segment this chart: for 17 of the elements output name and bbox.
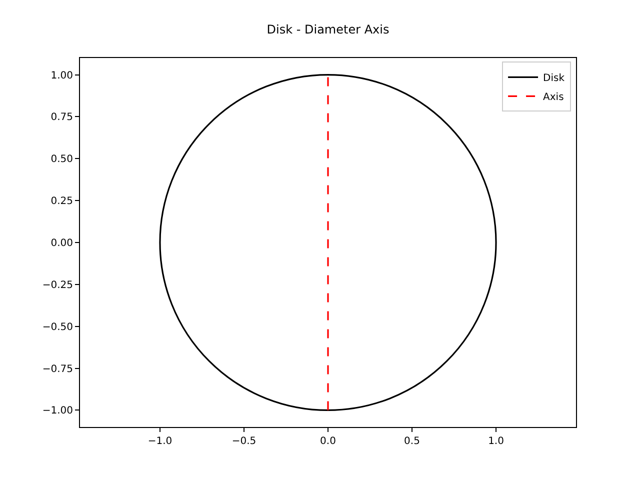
- legend-label: Axis: [543, 92, 564, 104]
- y-tick-label: −0.50: [42, 322, 73, 333]
- annotation: Disk: [543, 73, 565, 84]
- y-tick-label: 0.50: [50, 154, 73, 166]
- y-tick-label: −0.75: [42, 364, 73, 375]
- y-tick-label: 0.00: [50, 238, 73, 249]
- x-tick-label: 0.0: [320, 436, 336, 447]
- x-tick-label: −1.0: [148, 436, 172, 447]
- y-tick-label: −1.00: [42, 406, 73, 417]
- y-tick-label: 0.25: [50, 196, 73, 208]
- y-tick-label: 1.00: [50, 70, 73, 82]
- x-tick-label: 0.5: [404, 436, 420, 447]
- x-tick-label: 1.0: [488, 436, 504, 447]
- x-tick-label: −0.5: [232, 436, 256, 447]
- chart-title: Disk - Diameter Axis: [266, 22, 390, 37]
- y-tick-label: 0.75: [50, 112, 73, 124]
- y-tick-label: −0.25: [42, 280, 73, 291]
